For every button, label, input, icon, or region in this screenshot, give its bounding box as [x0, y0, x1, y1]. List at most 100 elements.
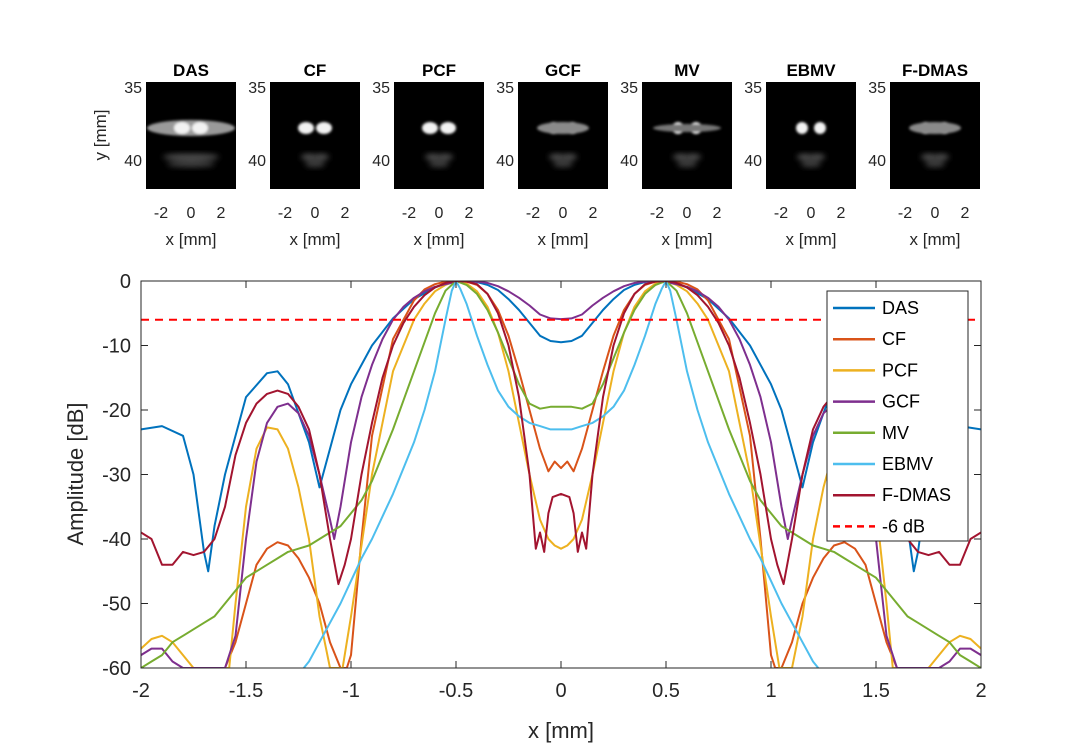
- y-tick-label: -30: [102, 465, 131, 487]
- lower-blob: [175, 154, 219, 160]
- lower-blob: [677, 161, 697, 167]
- panel-y-tick-label: 40: [868, 153, 886, 170]
- x-tick-label: 0.5: [652, 680, 680, 702]
- panel-y-tick-label: 35: [372, 80, 390, 97]
- target-blob-right: [814, 122, 826, 134]
- legend-label: CF: [882, 329, 906, 349]
- image-panel-f-dmas: F-DMAS 35 40 -2 0 2x [mm]: [868, 61, 980, 249]
- series-line-cf: [204, 281, 918, 668]
- panel-y-tick-label: 40: [124, 153, 142, 170]
- legend-label: GCF: [882, 392, 920, 412]
- panel-x-tick-label: -2: [402, 205, 416, 222]
- panel-title: CF: [304, 61, 327, 80]
- panel-y-tick-label: 40: [620, 153, 638, 170]
- panel-x-label: x [mm]: [910, 230, 961, 249]
- x-tick-label: -2: [132, 680, 150, 702]
- axis-ticks: -2 -1.5 -1 -0.5 0 0.5 1 1.5 2 0 -10 -20 -30 -40 -50 -60: [102, 271, 986, 702]
- panel-y-tick-label: 40: [496, 153, 514, 170]
- x-tick-label: 1: [765, 680, 776, 702]
- panel-lower-region: [163, 154, 219, 167]
- panel-title: PCF: [422, 61, 456, 80]
- series-line-ebmv: [302, 281, 820, 668]
- panel-title: MV: [674, 61, 700, 80]
- panel-bright-region: [796, 122, 826, 134]
- panel-y-tick-label: 35: [744, 80, 762, 97]
- sidelobe-blob: [147, 120, 235, 136]
- panel-image: [890, 82, 980, 189]
- legend-label: EBMV: [882, 454, 933, 474]
- legend-label: -6 dB: [882, 516, 925, 536]
- panel-title: DAS: [173, 61, 209, 80]
- lower-blob: [921, 154, 937, 160]
- lower-blob: [685, 154, 701, 160]
- y-tick-label: 0: [120, 271, 131, 293]
- sidelobe-blob: [909, 122, 961, 134]
- legend-box: [826, 290, 969, 542]
- panel-x-label: x [mm]: [290, 230, 341, 249]
- legend-label: F-DMAS: [882, 485, 951, 505]
- image-panel-das: DAS 35 40 -2 0 2x [mm] y [mm]: [91, 61, 236, 249]
- lower-blob: [167, 161, 215, 167]
- panel-lower-region: [301, 154, 329, 167]
- legend-label: DAS: [882, 298, 919, 318]
- panel-y-tick-label: 35: [868, 80, 886, 97]
- image-panel-mv: MV 35 40 -2 0 2x [mm]: [620, 61, 732, 249]
- lower-blob: [797, 154, 813, 160]
- panel-x-tick-label: 2: [589, 205, 598, 222]
- lower-blob: [429, 161, 449, 167]
- x-tick-label: -1.5: [229, 680, 263, 702]
- panel-x-tick-label: 0: [683, 205, 692, 222]
- x-tick-label: -0.5: [439, 680, 473, 702]
- lower-blob: [933, 154, 949, 160]
- lower-blob: [925, 161, 945, 167]
- panel-image: [270, 82, 360, 189]
- target-blob-left: [796, 122, 808, 134]
- panel-bright-region: [653, 122, 721, 134]
- sidelobe-blob: [537, 122, 589, 134]
- panel-x-tick-label: -2: [154, 205, 168, 222]
- lower-blob: [801, 161, 821, 167]
- image-panel-cf: CF 35 40 -2 0 2x [mm]: [248, 61, 360, 249]
- x-tick-label: -1: [342, 680, 360, 702]
- legend-label: PCF: [882, 360, 918, 380]
- image-panel-gcf: GCF 35 40 -2 0 2x [mm]: [496, 61, 608, 249]
- panel-image: [394, 82, 484, 189]
- target-blob-right: [316, 122, 332, 134]
- target-blob-right: [192, 122, 208, 134]
- panel-x-tick-label: -2: [278, 205, 292, 222]
- panel-title: F-DMAS: [902, 61, 968, 80]
- panel-bright-region: [422, 122, 456, 134]
- panel-lower-region: [549, 154, 577, 167]
- panel-lower-region: [425, 154, 453, 167]
- lower-blob: [305, 161, 325, 167]
- y-axis-label: Amplitude [dB]: [63, 402, 88, 545]
- panel-x-tick-label: -2: [898, 205, 912, 222]
- lower-blob: [673, 154, 689, 160]
- sidelobe-blob: [653, 124, 721, 132]
- legend: DAS CF PCF GCF MV EBMV F-DMAS -6 dB: [826, 290, 969, 542]
- panel-x-label: x [mm]: [414, 230, 465, 249]
- lower-blob: [561, 154, 577, 160]
- panel-x-tick-label: 2: [837, 205, 846, 222]
- panel-bright-region: [147, 120, 235, 136]
- panel-y-tick-label: 40: [744, 153, 762, 170]
- x-tick-label: 0: [555, 680, 566, 702]
- panel-y-tick-label: 35: [620, 80, 638, 97]
- image-panel-ebmv: EBMV 35 40 -2 0 2x [mm]: [744, 61, 856, 249]
- panel-y-label: y [mm]: [91, 110, 110, 161]
- panel-x-label: x [mm]: [166, 230, 217, 249]
- panel-x-tick-label: 2: [217, 205, 226, 222]
- line-plot: -2 -1.5 -1 -0.5 0 0.5 1 1.5 2 0 -10 -20 -30 -40 -50 -60…: [63, 271, 987, 743]
- x-axis-label: x [mm]: [528, 718, 594, 743]
- target-blob-left: [422, 122, 438, 134]
- series-line-mv: [141, 281, 981, 668]
- target-blob-left: [298, 122, 314, 134]
- panel-lower-region: [673, 154, 701, 167]
- lower-blob: [437, 154, 453, 160]
- lower-blob: [301, 154, 317, 160]
- y-tick-label: -60: [102, 658, 131, 680]
- lower-blob: [425, 154, 441, 160]
- x-tick-label: 1.5: [862, 680, 890, 702]
- legend-label: MV: [882, 423, 909, 443]
- lower-blob: [313, 154, 329, 160]
